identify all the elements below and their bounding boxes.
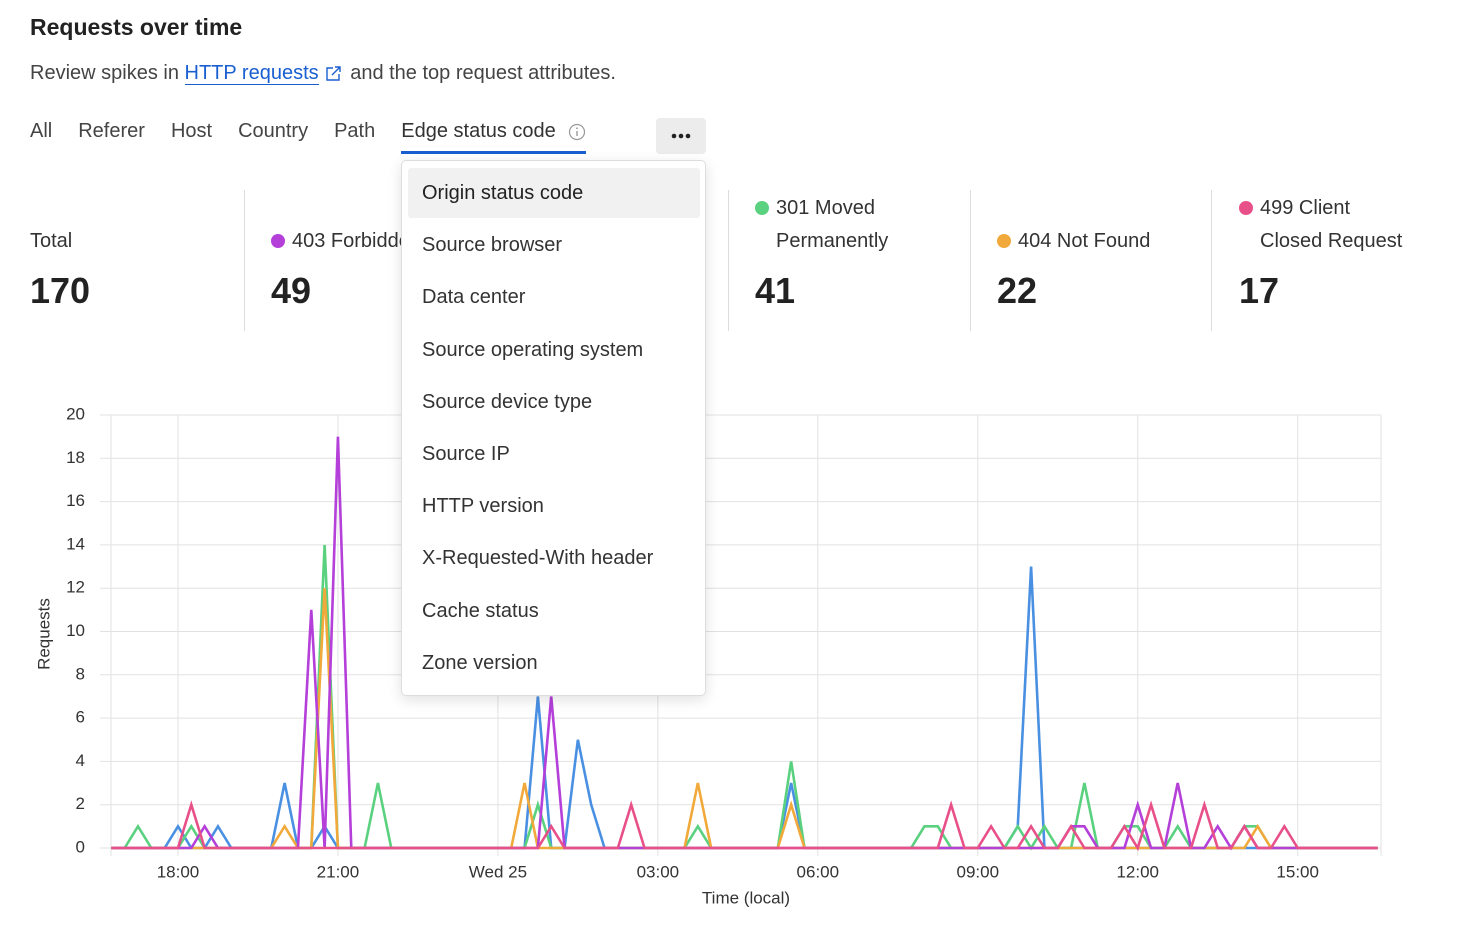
stat: 499 Client Closed Request 17 <box>1239 196 1407 312</box>
stat-label-box: Total <box>30 196 198 258</box>
external-link-icon <box>325 66 341 81</box>
y-tick-label: 4 <box>76 751 85 770</box>
stat: 301 Moved Permanently 41 <box>755 196 923 312</box>
x-tick-label: 21:00 <box>317 862 360 881</box>
menu-item[interactable]: Data center <box>422 286 526 309</box>
stat-label: 301 Moved Permanently <box>776 197 889 252</box>
tab-label: Country <box>238 120 309 142</box>
legend-dot <box>1239 201 1253 215</box>
stat-label: 404 Not Found <box>1018 230 1151 252</box>
y-tick-label: 16 <box>66 491 85 510</box>
stat-value: 41 <box>755 270 796 311</box>
stat-label-wrap: 404 Not Found <box>997 225 1150 258</box>
y-tick-label: 2 <box>76 794 85 813</box>
x-tick-label: 03:00 <box>637 862 680 881</box>
more-icon <box>671 133 691 139</box>
stat-value: 17 <box>1239 270 1280 311</box>
menu-item[interactable]: HTTP version <box>422 495 544 518</box>
info-icon[interactable] <box>568 123 586 141</box>
stat-value: 170 <box>30 270 91 311</box>
section-title: Requests over time <box>30 14 243 40</box>
y-tick-label: 12 <box>66 578 85 597</box>
y-tick-label: 10 <box>66 621 85 640</box>
stat-label-wrap: 499 Client Closed Request <box>1239 192 1407 258</box>
tab[interactable]: All <box>30 120 52 154</box>
x-tick-label: 15:00 <box>1276 862 1319 881</box>
dropdown-menu: Origin status code Source browser Data cen… <box>401 160 706 696</box>
y-tick-label: 8 <box>76 664 85 683</box>
tab-bar: All Referer Host Country Path Edge status cod… <box>30 120 586 154</box>
stat-label-box: 301 Moved Permanently <box>755 196 923 258</box>
legend-dot <box>997 234 1011 248</box>
more-button[interactable] <box>656 118 706 154</box>
tab[interactable]: Path <box>334 120 375 154</box>
tab[interactable]: Referer <box>78 120 145 154</box>
stat: 404 Not Found 22 <box>997 196 1165 312</box>
menu-item[interactable]: Cache status <box>422 599 539 622</box>
divider <box>728 190 729 331</box>
series-line <box>111 800 1378 852</box>
menu-item[interactable]: X-Requested-With header <box>422 547 654 570</box>
menu-item[interactable]: Source device type <box>422 390 593 413</box>
tab-label: Edge status code <box>401 120 556 142</box>
stat-value: 49 <box>271 270 312 311</box>
x-tick-label: 12:00 <box>1116 862 1159 881</box>
series-line <box>111 436 1378 851</box>
y-tick-label: 6 <box>76 708 85 727</box>
http-requests-link[interactable]: HTTP requests <box>184 62 319 85</box>
stat-label-wrap: 301 Moved Permanently <box>755 192 923 258</box>
tab[interactable]: Edge status code <box>401 120 586 154</box>
stat-label: 499 Client Closed Request <box>1260 197 1403 252</box>
menu-item[interactable]: Origin status code <box>408 168 700 218</box>
y-axis-label: Requests <box>34 598 53 670</box>
stat-label-wrap: 403 Forbidden <box>271 225 421 258</box>
x-tick-label: 06:00 <box>797 862 840 881</box>
x-axis-label: Time (local) <box>702 888 790 907</box>
y-tick-label: 18 <box>66 448 85 467</box>
stat-label: Total <box>30 230 73 252</box>
y-tick-label: 0 <box>76 837 85 856</box>
divider <box>970 190 971 331</box>
stat-label-box: 403 Forbidden <box>271 196 439 258</box>
y-tick-label: 20 <box>66 404 85 423</box>
x-tick-label: 18:00 <box>157 862 200 881</box>
x-tick-label: Wed 25 <box>469 862 527 881</box>
stat-label-box: 499 Client Closed Request <box>1239 196 1407 258</box>
menu-item[interactable]: Source browser <box>422 234 563 257</box>
tab-label: Path <box>334 120 376 142</box>
y-tick-label: 14 <box>66 534 85 553</box>
divider <box>1211 190 1212 331</box>
menu-item[interactable]: Source operating system <box>422 338 644 361</box>
stat: 403 Forbidden 49 <box>271 196 439 312</box>
menu-item[interactable]: Zone version <box>422 651 538 674</box>
tab-label: All <box>30 120 53 142</box>
subtitle-text: and the top request attributes. <box>344 62 616 84</box>
tab[interactable]: Country <box>238 120 308 154</box>
x-tick-label: 09:00 <box>956 862 999 881</box>
legend-dot <box>755 201 769 215</box>
stat-value: 22 <box>997 270 1038 311</box>
tab[interactable]: Host <box>171 120 212 154</box>
menu-item[interactable]: Source IP <box>422 443 510 465</box>
tab-label: Referer <box>78 120 145 142</box>
stat-label-box: 404 Not Found <box>997 196 1165 258</box>
stat: Total 170 <box>30 196 198 312</box>
subtitle: Review spikes in HTTP requests and the t… <box>30 62 616 85</box>
stat-label-wrap: Total <box>30 225 72 258</box>
tab-label: Host <box>170 120 213 142</box>
divider <box>244 190 245 331</box>
legend-dot <box>271 234 285 248</box>
subtitle-text: Review spikes in <box>30 62 185 84</box>
stat-label: 403 Forbidden <box>292 230 421 252</box>
